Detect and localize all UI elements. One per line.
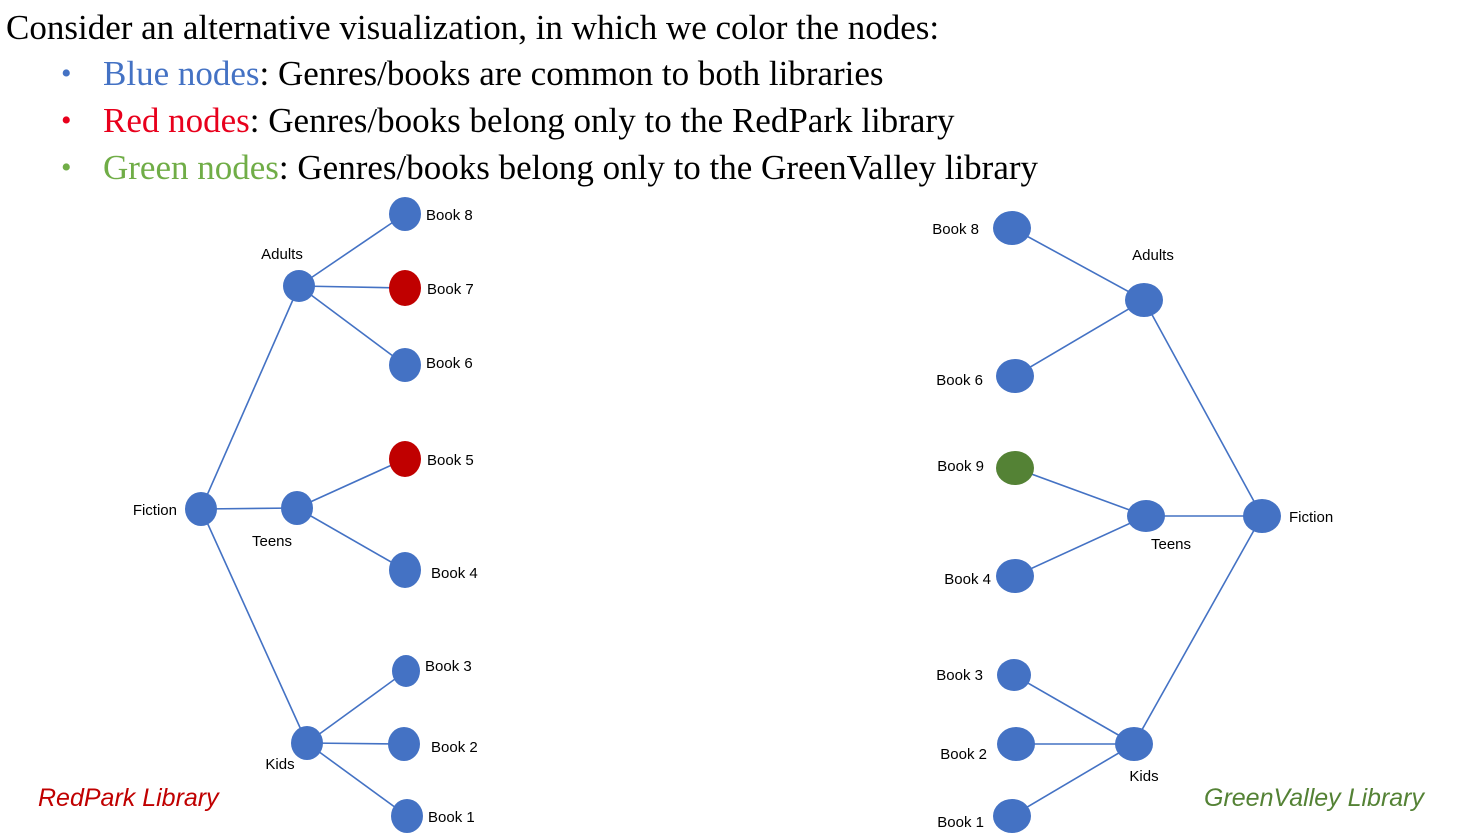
- redpark-kids-book-3-edge: [306, 670, 407, 744]
- redpark-adults-edge: [200, 285, 300, 510]
- labels-layer: Fiction Adults Book 8 Book 7 Book 6 Teens Book…: [133, 207, 1333, 831]
- greenvalley-kids-book-2-label: Book 2: [940, 746, 987, 763]
- greenvalley-teens-book-9-label: Book 9: [937, 458, 984, 475]
- greenvalley-fiction-label: Fiction: [1289, 509, 1333, 526]
- redpark-teens-book-4-node: [389, 552, 421, 588]
- redpark-adults-book-8-node: [389, 197, 421, 231]
- greenvalley-kids-book-3-edge: [1013, 674, 1135, 745]
- redpark-adults-book-8-edge: [298, 213, 406, 287]
- redpark-fiction-node: [185, 492, 217, 526]
- greenvalley-teens-book-4-label: Book 4: [944, 571, 991, 588]
- greenvalley-fiction-node: [1243, 499, 1281, 533]
- greenvalley-teens-label: Teens: [1151, 536, 1191, 553]
- redpark-teens-label: Teens: [252, 533, 292, 550]
- redpark-kids-edge: [200, 508, 308, 744]
- edges-layer: [200, 213, 1263, 817]
- legend-item-red: • Red nodes: Genres/books belong only to …: [6, 97, 1476, 144]
- legend-desc-blue: : Genres/books are common to both librar…: [259, 54, 884, 93]
- redpark-adults-book-6-label: Book 6: [426, 355, 473, 372]
- legend-item-blue: • Blue nodes: Genres/books are common to …: [6, 50, 1476, 97]
- redpark-kids-book-3-label: Book 3: [425, 658, 472, 675]
- redpark-kids-book-1-node: [391, 799, 423, 833]
- redpark-kids-label: Kids: [265, 756, 294, 773]
- legend-desc-green: : Genres/books belong only to the GreenV…: [278, 148, 1039, 187]
- greenvalley-adults-book-8-label: Book 8: [932, 221, 979, 238]
- redpark-adults-book-7-node: [389, 270, 421, 306]
- redpark-adults-book-8-label: Book 8: [426, 207, 473, 224]
- greenvalley-teens-book-9-edge: [1014, 467, 1147, 517]
- greenvalley-library-label: GreenValley Library: [1204, 784, 1426, 812]
- redpark-teens-node: [281, 491, 313, 525]
- greenvalley-teens-book-9-node: [996, 451, 1034, 485]
- greenvalley-kids-edge: [1133, 515, 1263, 745]
- redpark-kids-node: [291, 726, 323, 760]
- redpark-kids-book-2-label: Book 2: [431, 739, 478, 756]
- redpark-adults-book-7-edge: [298, 285, 406, 289]
- redpark-adults-book-6-node: [389, 348, 421, 382]
- greenvalley-teens-book-4-node: [996, 559, 1034, 593]
- bullet-icon: •: [61, 104, 72, 137]
- redpark-teens-book-4-edge: [296, 507, 406, 571]
- legend-term-red: Red nodes: [103, 101, 250, 140]
- redpark-kids-book-1-label: Book 1: [428, 809, 475, 826]
- bullet-icon: •: [61, 57, 72, 90]
- greenvalley-adults-book-6-label: Book 6: [936, 372, 983, 389]
- redpark-fiction-label: Fiction: [133, 502, 177, 519]
- greenvalley-kids-book-1-edge: [1011, 743, 1135, 817]
- legend-desc-red: : Genres/books belong only to the RedPar…: [249, 101, 955, 140]
- greenvalley-kids-book-1-node: [993, 799, 1031, 833]
- greenvalley-kids-book-2-node: [997, 727, 1035, 761]
- greenvalley-teens-book-4-edge: [1014, 515, 1147, 577]
- redpark-adults-book-6-edge: [298, 285, 406, 366]
- greenvalley-kids-node: [1115, 727, 1153, 761]
- redpark-teens-book-5-node: [389, 441, 421, 477]
- redpark-adults-label: Adults: [261, 246, 303, 263]
- redpark-adults-book-7-label: Book 7: [427, 281, 474, 298]
- redpark-teens-book-5-edge: [296, 458, 406, 509]
- redpark-kids-book-2-node: [388, 727, 420, 761]
- greenvalley-adults-book-8-node: [993, 211, 1031, 245]
- greenvalley-adults-label: Adults: [1132, 247, 1174, 264]
- legend-term-green: Green nodes: [103, 148, 279, 187]
- legend-list: • Blue nodes: Genres/books are common to …: [6, 50, 1476, 191]
- redpark-teens-edge: [200, 507, 298, 510]
- redpark-kids-book-2-edge: [306, 742, 405, 745]
- greenvalley-kids-label: Kids: [1129, 768, 1158, 785]
- redpark-kids-book-3-node: [392, 655, 420, 687]
- bullet-icon: •: [61, 151, 72, 184]
- legend-term-blue: Blue nodes: [103, 54, 260, 93]
- intro-text: Consider an alternative visualization, i…: [6, 8, 940, 47]
- greenvalley-adults-book-6-edge: [1014, 299, 1145, 377]
- slide-header: Consider an alternative visualization, i…: [6, 6, 1476, 191]
- redpark-adults-node: [283, 270, 315, 302]
- greenvalley-adults-edge: [1143, 299, 1263, 517]
- redpark-teens-book-4-label: Book 4: [431, 565, 478, 582]
- greenvalley-adults-node: [1125, 283, 1163, 317]
- greenvalley-kids-book-3-node: [997, 659, 1031, 691]
- nodes-layer: [185, 197, 1281, 833]
- redpark-kids-book-1-edge: [306, 742, 408, 817]
- redpark-library-label: RedPark Library: [38, 784, 220, 812]
- greenvalley-adults-book-6-node: [996, 359, 1034, 393]
- greenvalley-kids-book-3-label: Book 3: [936, 667, 983, 684]
- redpark-teens-book-5-label: Book 5: [427, 452, 474, 469]
- greenvalley-teens-node: [1127, 500, 1165, 532]
- greenvalley-kids-book-1-label: Book 1: [937, 814, 984, 831]
- legend-item-green: • Green nodes: Genres/books belong only t…: [6, 144, 1476, 191]
- greenvalley-adults-book-8-edge: [1011, 227, 1145, 301]
